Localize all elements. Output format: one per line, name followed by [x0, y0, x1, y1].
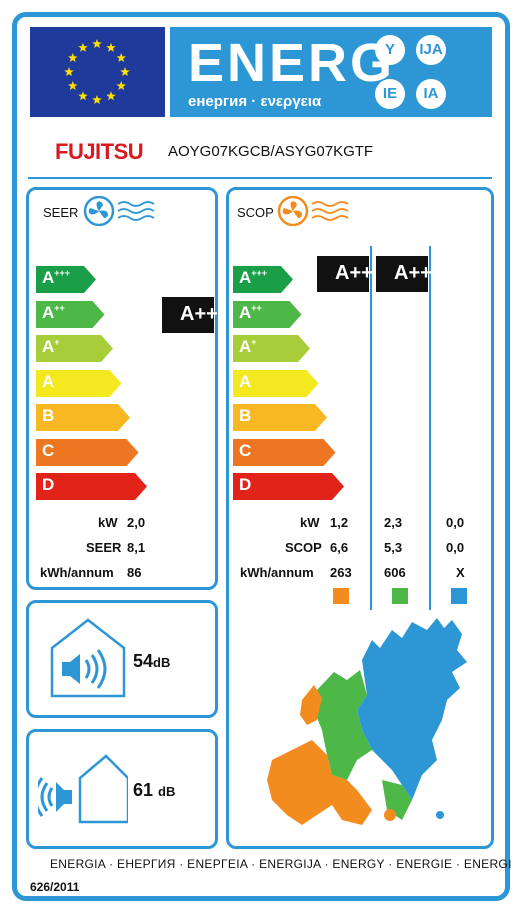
europe-climate-map-icon	[262, 610, 482, 840]
seer-class-indicator: A++	[162, 297, 218, 333]
scop-panel	[226, 187, 494, 849]
climate-warm-swatch	[333, 588, 349, 604]
scop-scale-bar: A+++	[233, 266, 293, 293]
seer-scale-label: A++	[42, 302, 65, 322]
seer-row-label: SEER	[86, 540, 122, 555]
scop-value: 6,6	[330, 540, 349, 555]
seer-scale-label: A	[42, 371, 55, 391]
eu-star	[106, 42, 116, 52]
fan-cooling-icon	[82, 195, 168, 231]
seer-row-label: kWh/annum	[40, 565, 114, 580]
column-divider	[370, 246, 372, 610]
lang-badge-ie: IE	[375, 79, 405, 109]
model-number: AOYG07KGCB/ASYG07KGTF	[168, 143, 374, 160]
scop-scale-label: A++	[239, 302, 262, 322]
climate-cold-swatch	[451, 588, 467, 604]
eu-star	[120, 67, 130, 76]
scop-value: 606	[384, 565, 406, 580]
footer-languages: ENERGIA · ЕНЕРГИЯ · ΕΝΕΡΓΕΙΑ · ENERGIJA …	[50, 857, 512, 871]
scop-scale-bar: A	[233, 369, 319, 397]
scop-scale-label: A+++	[239, 268, 268, 287]
seer-scale-bar: A	[36, 369, 122, 397]
energy-subtitle: енергия · ενεργεια	[188, 93, 322, 110]
lang-badge-ia: IA	[416, 79, 446, 109]
outdoor-noise-panel	[26, 729, 218, 849]
fan-heating-icon	[276, 195, 362, 231]
scop-value: 0,0	[446, 515, 465, 530]
eu-star	[68, 53, 78, 62]
eu-star	[116, 81, 126, 90]
seer-scale-bar: B	[36, 404, 130, 431]
scop-scale-bar: D	[233, 473, 344, 500]
scop-scale-label: C	[239, 440, 252, 460]
regulation-number: 626/2011	[30, 880, 80, 894]
seer-scale-label: B	[42, 406, 55, 425]
seer-row-value: 2,0	[127, 515, 146, 530]
eu-star	[106, 91, 116, 101]
scop-value: 2,3	[384, 515, 403, 530]
eu-star	[92, 95, 102, 104]
scop-value: 0,0	[446, 540, 465, 555]
eu-star	[78, 42, 88, 52]
eu-star	[64, 67, 74, 76]
seer-scale-bar: A+	[36, 335, 113, 362]
seer-scale-label: A+++	[42, 268, 71, 287]
seer-scale-label: D	[42, 475, 55, 494]
scop-scale-label: B	[239, 406, 252, 425]
scop-class-text: A+++	[394, 262, 444, 284]
scop-value: X	[456, 565, 465, 580]
scop-scale-label: A+	[239, 337, 257, 356]
scop-value: 5,3	[384, 540, 403, 555]
eu-star	[68, 81, 78, 90]
scop-row-label: SCOP	[285, 540, 322, 555]
seer-row-value: 8,1	[127, 540, 146, 555]
eu-star	[78, 91, 88, 101]
seer-panel	[26, 187, 218, 590]
seer-scale-label: A+	[42, 337, 60, 356]
scop-row-label: kWh/annum	[240, 565, 314, 580]
label-frame	[12, 12, 510, 901]
scop-scale-bar: C	[233, 438, 336, 466]
seer-scale-bar: A+++	[36, 266, 96, 293]
seer-class-text: A++	[180, 303, 218, 325]
scop-class-indicator-average: A+++	[376, 256, 443, 292]
indoor-noise-value: 54dB	[133, 651, 171, 671]
scop-class-text: A+++	[335, 262, 385, 284]
seer-scale-bar: D	[36, 473, 147, 500]
seer-row-value: 86	[127, 565, 142, 580]
eu-flag-icon	[30, 27, 165, 117]
scop-class-indicator-warm: A+++	[317, 256, 384, 292]
eu-star	[116, 53, 126, 62]
seer-scale-bar: A++	[36, 300, 105, 328]
seer-scale-bar: C	[36, 438, 139, 466]
scop-row-label: kW	[300, 515, 320, 530]
eu-star	[92, 39, 102, 48]
brand-logo: FUJITSU	[55, 139, 144, 164]
speaker-outdoor-icon	[33, 752, 130, 829]
energy-header: ENERG енергия · ενεργεια Y IJA IE IA	[170, 27, 492, 117]
scop-value: 263	[330, 565, 352, 580]
scop-label: SCOP	[237, 205, 274, 220]
seer-label: SEER	[43, 205, 79, 220]
scop-scale-label: A	[239, 371, 252, 391]
climate-average-swatch	[392, 588, 408, 604]
energy-title: ENERG	[188, 33, 396, 93]
seer-row-label: kW	[98, 515, 118, 530]
lang-badge-ija: IJA	[416, 35, 446, 65]
scop-scale-bar: B	[233, 404, 327, 431]
seer-scale-label: C	[42, 440, 55, 460]
scop-scale-bar: A+	[233, 335, 310, 362]
speaker-house-icon	[50, 618, 126, 703]
outdoor-noise-value: 61 dB	[133, 780, 176, 800]
indoor-noise-panel	[26, 600, 218, 718]
scop-value: 1,2	[330, 515, 349, 530]
scop-scale-label: D	[239, 475, 252, 494]
scop-scale-bar: A++	[233, 300, 302, 328]
column-divider	[429, 246, 431, 610]
divider	[28, 177, 492, 179]
lang-badge-y: Y	[375, 35, 405, 65]
